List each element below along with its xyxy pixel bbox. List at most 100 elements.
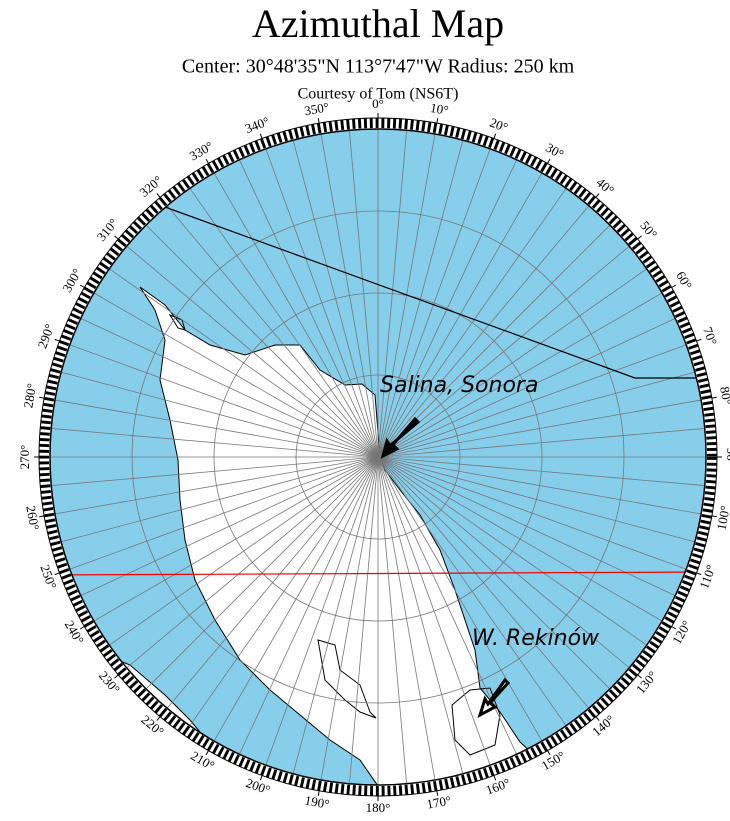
- path-line: [164, 206, 636, 379]
- bearing-tick: [259, 775, 263, 781]
- radial-line: [50, 456, 379, 487]
- radial-line: [377, 456, 704, 515]
- radial-line: [124, 244, 379, 458]
- bearing-label: 40°: [593, 175, 617, 198]
- radial-line: [377, 223, 612, 458]
- radial-line: [67, 343, 379, 458]
- radial-line: [292, 138, 379, 458]
- bearing-label: 60°: [673, 269, 695, 292]
- radial-line: [377, 456, 678, 597]
- radial-line: [348, 456, 379, 785]
- subtitle: Center: 30°48'35"N 113°7'47"W Radius: 25…: [182, 56, 575, 78]
- radial-line: [377, 146, 492, 458]
- bearing-label: 240°: [62, 618, 87, 647]
- radial-line: [377, 371, 697, 458]
- bearing-label: 250°: [37, 563, 60, 591]
- radial-line: [320, 456, 379, 783]
- radial-line: [377, 317, 678, 458]
- radial-line: [52, 399, 379, 458]
- bearing-label: 350°: [303, 99, 330, 118]
- bearing-label: 330°: [187, 138, 216, 163]
- bearing-tick: [711, 396, 717, 399]
- bearing-label: 10°: [429, 100, 450, 118]
- bearing-tick: [493, 775, 497, 781]
- bearing-tick: [696, 338, 702, 342]
- radial-line: [377, 456, 568, 728]
- radial-line: [144, 223, 379, 458]
- radial-line: [165, 203, 379, 458]
- bearing-tick: [114, 235, 119, 240]
- bearing-tick: [54, 338, 60, 342]
- bearing-tick: [711, 515, 717, 518]
- bearing-label: 160°: [484, 775, 512, 798]
- radial-line: [264, 456, 379, 768]
- bearing-tick: [205, 750, 209, 756]
- radial-line: [377, 267, 649, 458]
- bearing-label: 300°: [59, 266, 84, 295]
- bearing-tick: [595, 193, 600, 198]
- bearing-tick: [79, 626, 85, 630]
- bearing-tick: [317, 790, 320, 796]
- radial-line: [107, 456, 379, 647]
- radial-line: [377, 456, 544, 743]
- radial-line: [78, 456, 379, 597]
- graticule: [50, 129, 706, 785]
- bearing-label: 260°: [23, 504, 42, 531]
- radial-line: [377, 456, 612, 691]
- bearing-tick: [637, 674, 642, 679]
- bearing-label: 200°: [244, 775, 272, 798]
- bearing-tick: [156, 716, 161, 721]
- bearing-ring: [39, 118, 717, 796]
- radial-line: [188, 456, 379, 728]
- radial-line: [377, 399, 704, 458]
- bearing-label: 310°: [94, 215, 121, 244]
- bearing-tick: [156, 193, 161, 198]
- radial-line: [92, 456, 379, 623]
- radial-line: [188, 186, 379, 458]
- radial-line: [377, 291, 664, 458]
- bearing-tick: [493, 133, 497, 139]
- bearing-tick: [696, 572, 702, 576]
- red-line: [50, 571, 706, 576]
- radial-line: [238, 456, 379, 757]
- bearing-label: 190°: [304, 793, 331, 812]
- bearing-tick: [39, 515, 45, 518]
- bearing-tick: [205, 158, 209, 164]
- bearing-label: 30°: [543, 140, 566, 162]
- radial-line: [377, 427, 706, 458]
- radial-line: [377, 456, 591, 711]
- bearing-tick: [436, 118, 439, 124]
- bearing-label: 100°: [714, 504, 730, 531]
- bearing-tick: [54, 572, 60, 576]
- radial-line: [238, 157, 379, 458]
- bearing-tick: [547, 750, 551, 756]
- radial-line: [292, 456, 379, 776]
- radial-line: [377, 203, 591, 458]
- radial-line: [107, 267, 379, 458]
- bearing-label: 90°: [724, 448, 730, 466]
- bearing-label: 130°: [633, 668, 660, 697]
- radial-line: [52, 456, 379, 515]
- bearing-label: 340°: [243, 114, 271, 137]
- radial-line: [377, 456, 464, 776]
- radial-line: [377, 456, 408, 785]
- bearing-tick: [79, 284, 85, 288]
- arrow: [477, 677, 511, 719]
- title: Azimuthal Map: [252, 1, 504, 46]
- radial-line: [67, 456, 379, 571]
- bearing-label: 170°: [425, 793, 452, 812]
- radial-line: [377, 456, 649, 647]
- arrow: [380, 416, 421, 459]
- radial-line: [377, 456, 689, 571]
- radial-line: [377, 244, 632, 458]
- bearing-label: 150°: [539, 748, 568, 773]
- bearing-label: 270°: [17, 445, 32, 470]
- credit: Courtesy of Tom (NS6T): [298, 86, 459, 103]
- bearing-tick: [114, 674, 119, 679]
- radial-line: [377, 456, 632, 670]
- radial-line: [212, 456, 379, 743]
- radial-line: [377, 186, 568, 458]
- radial-line: [377, 138, 464, 458]
- bearing-tick: [39, 396, 45, 399]
